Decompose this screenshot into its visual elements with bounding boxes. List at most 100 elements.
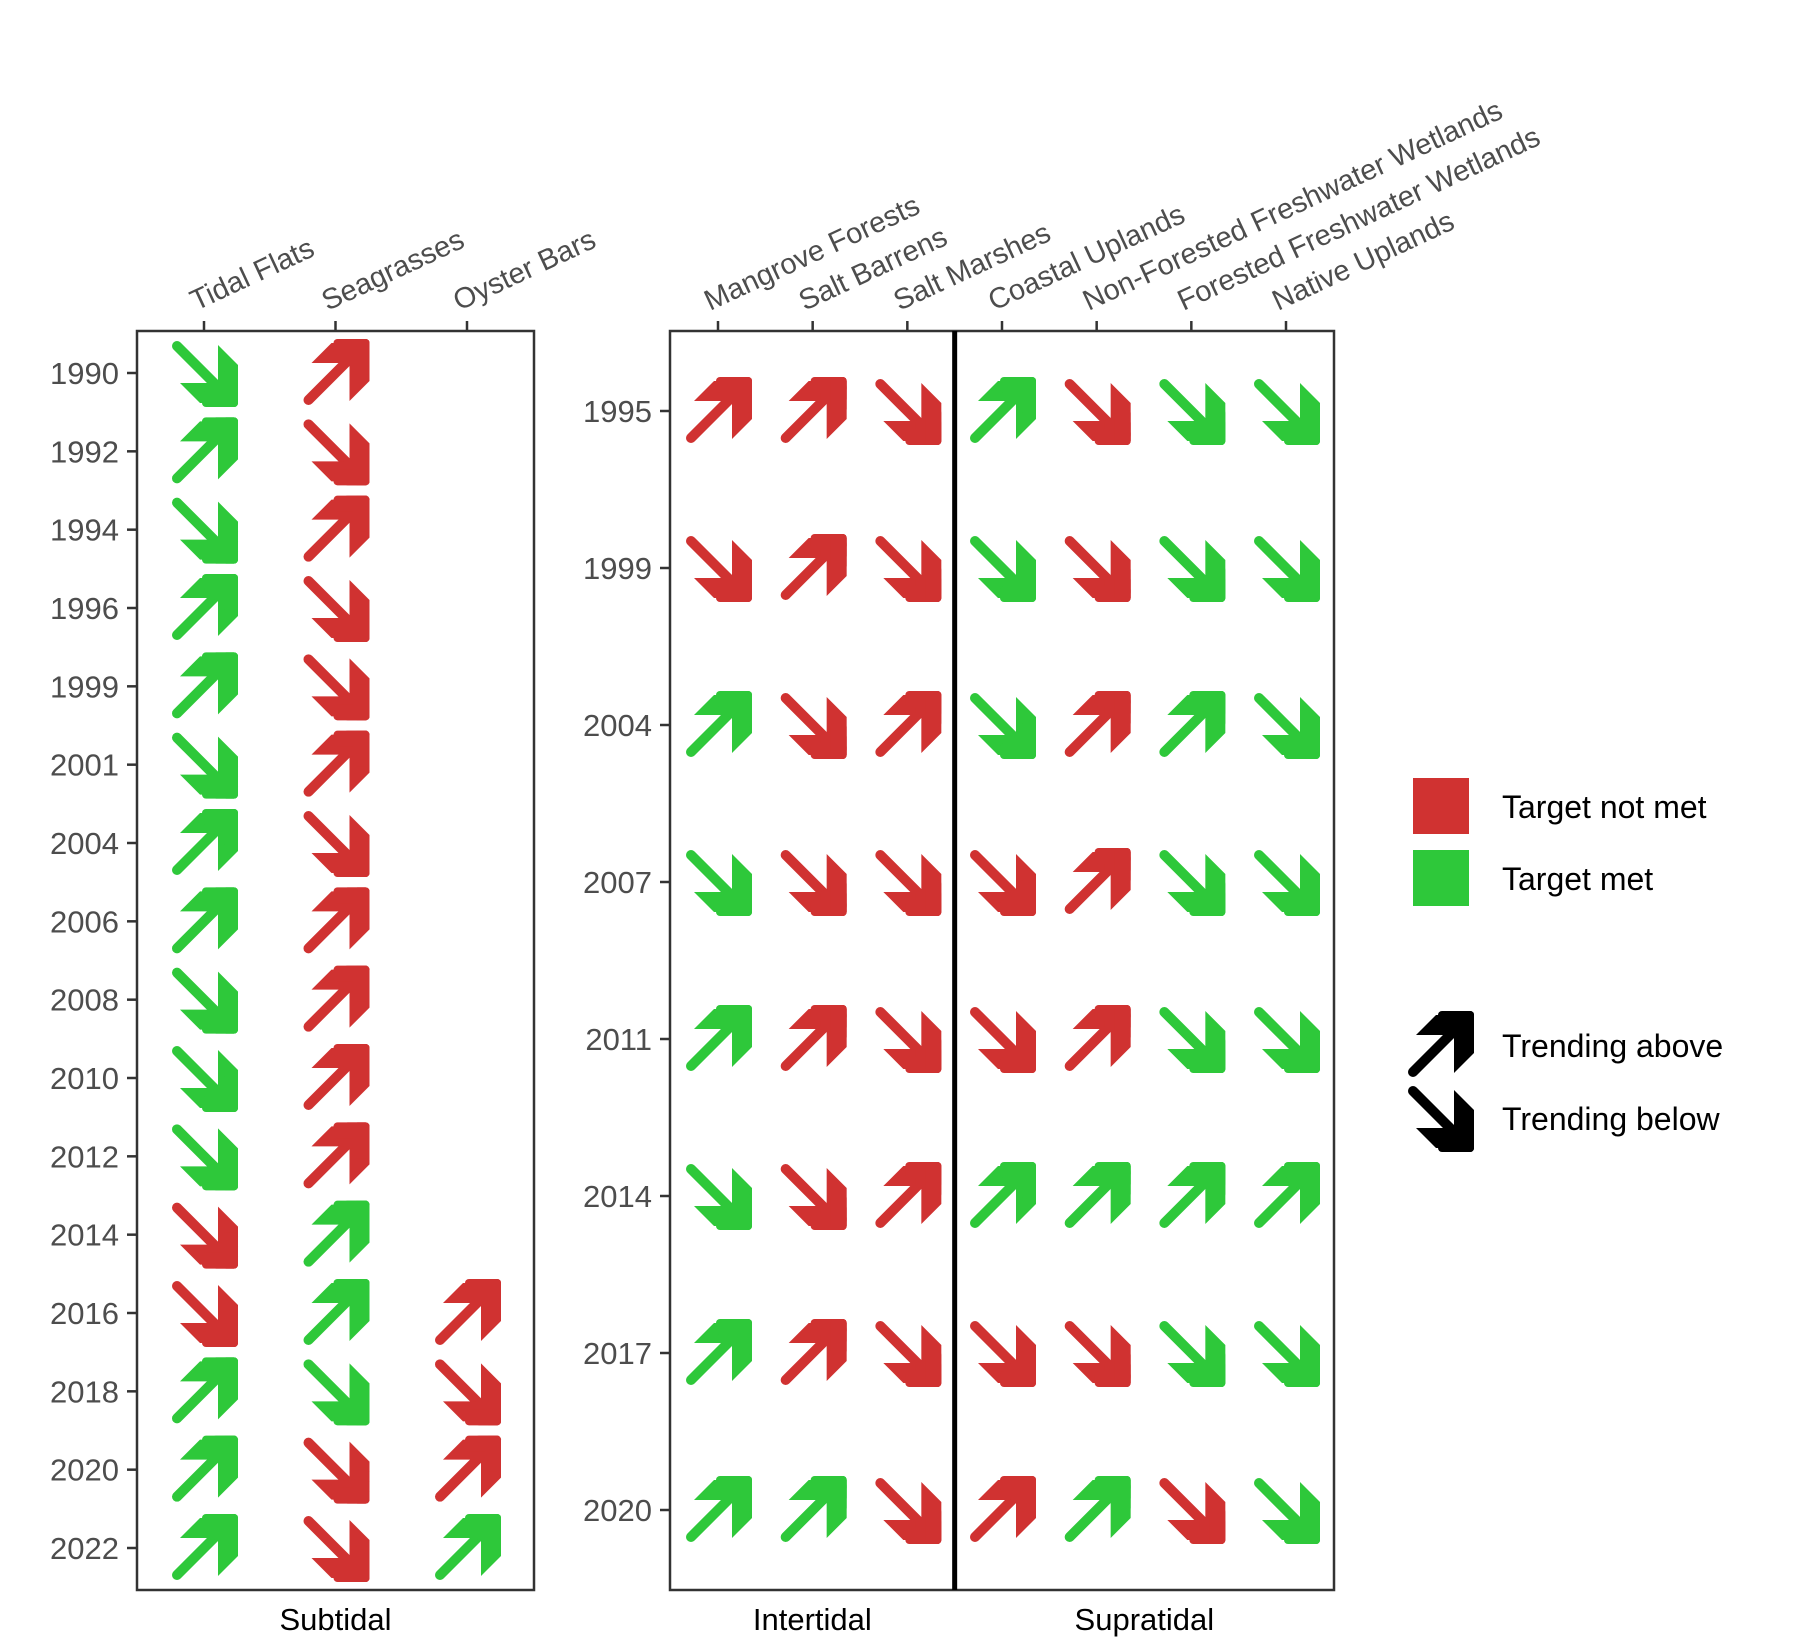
arrow-salt-marshes-2017 (875, 1321, 942, 1387)
legend-arrow-trending-below (1408, 1086, 1474, 1152)
arrow-coastal-uplands-2011 (970, 1007, 1036, 1073)
arrow-non-forested-freshwater-wetlands-1999 (1064, 536, 1131, 602)
arrow-forested-freshwater-wetlands-1999 (1159, 536, 1226, 602)
year-label-1999: 1999 (50, 669, 119, 704)
arrow-forested-freshwater-wetlands-1995 (1159, 379, 1226, 445)
arrow-non-forested-freshwater-wetlands-1995 (1064, 379, 1131, 445)
arrow-seagrasses-2012 (303, 1122, 370, 1189)
year-label-1996: 1996 (50, 591, 119, 626)
year-label-1995: 1995 (583, 394, 652, 429)
arrow-seagrasses-1994 (303, 495, 370, 562)
year-label-2010: 2010 (50, 1061, 119, 1096)
arrow-oyster-bars-2016 (435, 1279, 501, 1345)
column-label-seagrasses: Seagrasses (317, 224, 469, 318)
arrow-native-uplands-2017 (1254, 1321, 1320, 1387)
arrow-salt-marshes-2020 (875, 1478, 942, 1544)
arrow-salt-barrens-2007 (780, 850, 847, 916)
arrow-salt-barrens-2011 (780, 1005, 847, 1071)
legend-swatch-target-met (1413, 850, 1469, 906)
arrow-seagrasses-2010 (303, 1044, 370, 1110)
arrow-native-uplands-2014 (1254, 1162, 1320, 1228)
arrow-native-uplands-2007 (1254, 850, 1320, 916)
arrow-salt-barrens-2014 (780, 1164, 847, 1230)
arrow-tidal-flats-1994 (172, 497, 238, 564)
arrow-mangrove-forests-2017 (686, 1319, 752, 1385)
arrow-mangrove-forests-1995 (686, 377, 752, 443)
legend: Target not met Target met Trending above Tr… (1408, 778, 1723, 1152)
year-label-2001: 2001 (50, 748, 119, 783)
arrow-seagrasses-2001 (303, 730, 370, 797)
arrow-salt-marshes-2004 (875, 691, 942, 757)
panel-frame (668, 329, 1336, 1592)
arrow-seagrasses-2008 (303, 965, 370, 1032)
arrow-tidal-flats-2008 (172, 967, 238, 1034)
column-label-oyster-bars: Oyster Bars (448, 224, 600, 318)
arrow-native-uplands-1995 (1254, 379, 1320, 445)
facet-label-subtidal: Subtidal (279, 1602, 391, 1637)
arrow-coastal-uplands-2004 (970, 693, 1036, 759)
arrow-non-forested-freshwater-wetlands-2011 (1064, 1005, 1131, 1071)
arrow-salt-marshes-1995 (875, 379, 942, 445)
arrow-oyster-bars-2022 (435, 1514, 501, 1580)
arrow-forested-freshwater-wetlands-2004 (1159, 691, 1226, 757)
arrow-native-uplands-2011 (1254, 1007, 1320, 1073)
arrow-seagrasses-1992 (303, 419, 370, 486)
arrow-seagrasses-2006 (303, 887, 370, 954)
arrow-coastal-uplands-2020 (970, 1476, 1036, 1542)
year-label-2008: 2008 (50, 983, 119, 1018)
arrow-tidal-flats-2014 (172, 1202, 238, 1269)
arrow-tidal-flats-1999 (172, 652, 238, 719)
arrow-tidal-flats-1996 (172, 574, 238, 640)
arrow-coastal-uplands-1995 (970, 377, 1036, 443)
year-label-2006: 2006 (50, 904, 119, 939)
arrow-tidal-flats-2012 (172, 1124, 238, 1191)
arrow-tidal-flats-2010 (172, 1046, 238, 1112)
arrow-seagrasses-2020 (303, 1437, 370, 1504)
arrow-seagrasses-1990 (303, 339, 370, 405)
year-label-1992: 1992 (50, 434, 119, 469)
arrow-mangrove-forests-2011 (686, 1005, 752, 1071)
arrow-non-forested-freshwater-wetlands-2004 (1064, 691, 1131, 757)
arrow-tidal-flats-2020 (172, 1435, 238, 1502)
year-label-2016: 2016 (50, 1296, 119, 1331)
legend-arrow-trending-above (1408, 1011, 1474, 1077)
arrow-mangrove-forests-2007 (686, 850, 752, 916)
year-label-1999: 1999 (583, 551, 652, 586)
arrow-mangrove-forests-2004 (686, 691, 752, 757)
year-label-2020: 2020 (583, 1493, 652, 1528)
arrow-coastal-uplands-2014 (970, 1162, 1036, 1228)
arrow-seagrasses-2022 (303, 1516, 370, 1582)
arrow-seagrasses-2016 (303, 1279, 370, 1345)
arrow-non-forested-freshwater-wetlands-2007 (1064, 848, 1131, 914)
year-label-2012: 2012 (50, 1139, 119, 1174)
year-label-2020: 2020 (50, 1453, 119, 1488)
arrow-mangrove-forests-2014 (686, 1164, 752, 1230)
year-label-2014: 2014 (583, 1179, 652, 1214)
arrow-salt-marshes-1999 (875, 536, 942, 602)
arrow-seagrasses-1996 (303, 576, 370, 642)
arrow-native-uplands-2004 (1254, 693, 1320, 759)
arrow-oyster-bars-2020 (435, 1435, 501, 1502)
arrow-non-forested-freshwater-wetlands-2014 (1064, 1162, 1131, 1228)
arrow-salt-barrens-1999 (780, 534, 847, 600)
arrow-tidal-flats-2006 (172, 887, 238, 954)
arrow-tidal-flats-1990 (172, 341, 238, 407)
arrow-salt-marshes-2011 (875, 1007, 942, 1073)
arrow-forested-freshwater-wetlands-2020 (1159, 1478, 1226, 1544)
arrow-salt-barrens-2004 (780, 693, 847, 759)
arrow-forested-freshwater-wetlands-2007 (1159, 850, 1226, 916)
arrow-tidal-flats-2018 (172, 1357, 238, 1424)
arrow-coastal-uplands-2017 (970, 1321, 1036, 1387)
arrow-tidal-flats-2022 (172, 1514, 238, 1580)
arrow-salt-marshes-2007 (875, 850, 942, 916)
year-label-2004: 2004 (583, 708, 652, 743)
facet-label-intertidal: Intertidal (753, 1602, 872, 1637)
arrow-forested-freshwater-wetlands-2014 (1159, 1162, 1226, 1228)
arrow-tidal-flats-2016 (172, 1281, 238, 1347)
arrow-non-forested-freshwater-wetlands-2017 (1064, 1321, 1131, 1387)
arrow-salt-barrens-2017 (780, 1319, 847, 1385)
column-label-tidal-flats: Tidal Flats (185, 232, 319, 317)
year-label-2007: 2007 (583, 865, 652, 900)
arrow-salt-barrens-2020 (780, 1476, 847, 1542)
